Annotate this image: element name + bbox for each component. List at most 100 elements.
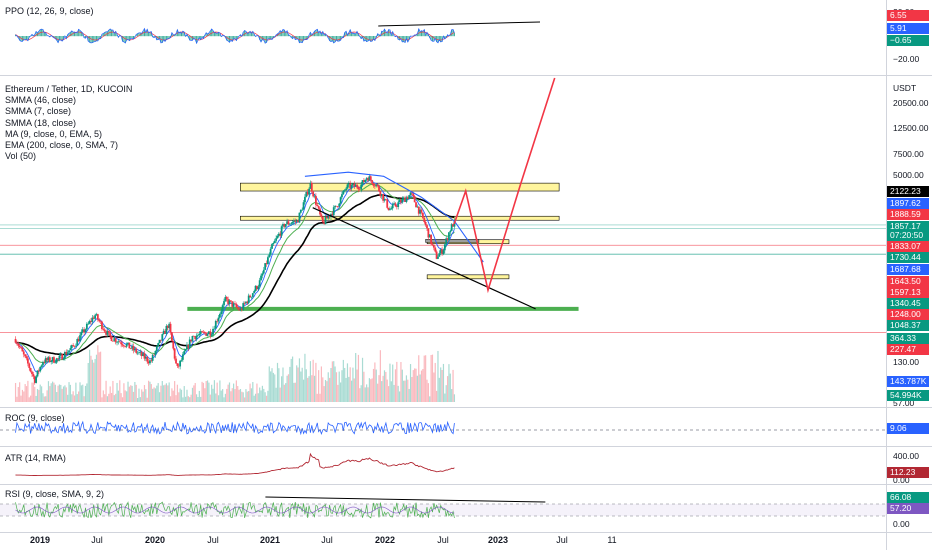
volume-bar bbox=[375, 369, 377, 402]
legend-smma18[interactable]: SMMA (18, close) bbox=[5, 117, 77, 128]
candle-body bbox=[369, 176, 372, 181]
ppo-histogram-bar bbox=[248, 32, 250, 37]
volume-bar bbox=[231, 388, 233, 402]
volume-bar bbox=[160, 385, 162, 402]
volume-bar bbox=[30, 395, 32, 402]
volume-bar bbox=[427, 383, 429, 402]
candle-body bbox=[347, 183, 350, 185]
atr-label[interactable]: ATR (14, RMA) bbox=[5, 453, 66, 463]
ppo-histogram-bar bbox=[330, 36, 332, 42]
candle-body bbox=[342, 190, 345, 195]
candle-body bbox=[250, 296, 253, 298]
ppo-histogram-bar bbox=[283, 29, 285, 37]
pane-divider[interactable] bbox=[0, 484, 932, 485]
pane-divider[interactable] bbox=[0, 407, 932, 408]
candle-body bbox=[221, 305, 224, 312]
candle-body bbox=[321, 216, 324, 223]
volume-bar bbox=[217, 395, 220, 402]
candle-body bbox=[428, 234, 431, 238]
ppo-histogram-bar bbox=[78, 29, 80, 37]
volume-bar bbox=[329, 377, 331, 402]
volume-bar bbox=[353, 378, 355, 402]
ppo-histogram-bar bbox=[307, 36, 309, 40]
ppo-histogram-bar bbox=[69, 32, 71, 37]
ppo-histogram-bar bbox=[305, 36, 307, 40]
volume-bar bbox=[396, 361, 398, 402]
volume-bar bbox=[296, 365, 298, 402]
volume-bar bbox=[249, 383, 251, 402]
ppo-histogram-bar bbox=[363, 36, 365, 42]
candle-body bbox=[131, 345, 134, 349]
volume-bar bbox=[25, 386, 28, 402]
candle-body bbox=[116, 342, 118, 343]
candle-body bbox=[271, 244, 273, 249]
rsi-label[interactable]: RSI (9, close, SMA, 9, 2) bbox=[5, 489, 105, 499]
candle-body bbox=[239, 308, 242, 311]
ppo-histogram-bar bbox=[230, 36, 232, 41]
time-axis-label: Jul bbox=[321, 535, 333, 545]
candle-body bbox=[17, 343, 20, 346]
ppo-histogram-bar bbox=[27, 36, 29, 41]
volume-bar bbox=[163, 385, 165, 402]
legend-symbol[interactable]: Ethereum / Tether, 1D, KUCOIN bbox=[5, 84, 133, 94]
volume-bar bbox=[54, 384, 56, 402]
ppo-histogram-bar bbox=[56, 36, 58, 41]
volume-bar bbox=[109, 386, 111, 402]
pane-divider[interactable] bbox=[0, 75, 932, 76]
roc-label[interactable]: ROC (9, close) bbox=[5, 413, 65, 423]
pane-divider[interactable] bbox=[0, 446, 932, 447]
candle-body bbox=[417, 206, 420, 214]
candle-body bbox=[386, 199, 389, 208]
legend-volume[interactable]: Vol (50) bbox=[5, 151, 37, 162]
volume-bar bbox=[308, 376, 310, 402]
candle-body bbox=[397, 202, 400, 207]
candle-body bbox=[346, 184, 349, 189]
price-badge: 54.994K bbox=[887, 390, 929, 401]
volume-bar bbox=[337, 384, 339, 402]
ppo-histogram-bar bbox=[294, 36, 296, 40]
ppo-histogram-bar bbox=[419, 31, 421, 37]
candle-body bbox=[357, 187, 360, 190]
candle-body bbox=[128, 342, 131, 349]
volume-bar bbox=[312, 359, 314, 402]
candle-body bbox=[339, 197, 342, 204]
volume-bar bbox=[158, 392, 161, 402]
candle-body bbox=[282, 224, 284, 227]
candle-body bbox=[50, 361, 53, 362]
candle-body bbox=[76, 338, 79, 346]
legend-smma7[interactable]: SMMA (7, close) bbox=[5, 106, 72, 117]
volume-bar bbox=[102, 390, 104, 402]
time-axis-divider bbox=[0, 532, 932, 533]
legend-smma46[interactable]: SMMA (46, close) bbox=[5, 95, 77, 106]
price-badge: 227.47 bbox=[887, 344, 929, 355]
volume-bar bbox=[204, 388, 206, 402]
volume-bar bbox=[420, 370, 423, 402]
volume-bar bbox=[352, 367, 354, 402]
volume-bar bbox=[393, 384, 395, 402]
candle-body bbox=[202, 331, 205, 333]
volume-bar bbox=[80, 385, 82, 402]
volume-bar bbox=[230, 391, 232, 402]
volume-bar bbox=[434, 362, 436, 402]
candle-body bbox=[245, 301, 247, 304]
candle-body bbox=[164, 330, 166, 334]
ppo-histogram-bar bbox=[31, 34, 33, 37]
legend-ema[interactable]: EMA (200, close, 0, SMA, 7) bbox=[5, 140, 119, 151]
candle-body bbox=[219, 313, 221, 318]
candle-body bbox=[79, 335, 81, 342]
volume-bar bbox=[215, 393, 217, 402]
ppo-histogram-bar bbox=[168, 36, 170, 39]
candle-body bbox=[286, 221, 289, 225]
ppo-label[interactable]: PPO (12, 26, 9, close) bbox=[5, 6, 94, 16]
volume-bar bbox=[61, 388, 63, 402]
legend-ma[interactable]: MA (9, close, 0, EMA, 5) bbox=[5, 128, 103, 139]
candle-body bbox=[144, 356, 147, 359]
ppo-histogram-bar bbox=[392, 31, 394, 37]
candle-body bbox=[376, 184, 379, 186]
candle-body bbox=[217, 317, 220, 322]
candle-body bbox=[426, 225, 428, 229]
wedge-line bbox=[312, 207, 536, 310]
ppo-histogram-bar bbox=[97, 36, 99, 42]
volume-bar bbox=[323, 386, 325, 402]
roc-line bbox=[15, 420, 455, 436]
